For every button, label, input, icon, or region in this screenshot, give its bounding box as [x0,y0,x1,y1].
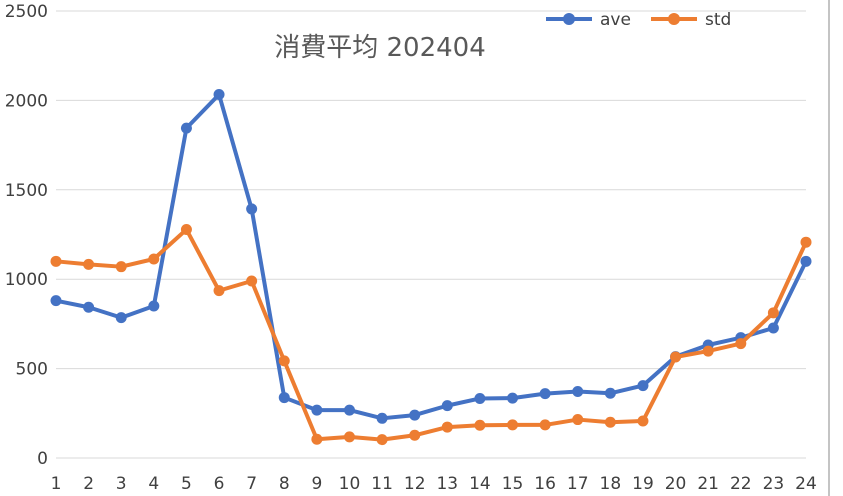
data-point-ave [180,122,192,134]
data-point-std [800,236,812,248]
x-tick-label: 20 [665,474,687,494]
x-tick-label: 4 [148,474,159,494]
x-tick-label: 5 [181,474,192,494]
data-point-ave [83,301,95,313]
x-tick-label: 13 [436,474,458,494]
data-point-ave [376,412,388,424]
data-point-ave [343,404,355,416]
x-tick-label: 2 [83,474,94,494]
data-point-ave [767,322,779,334]
x-tick-label: 10 [339,474,361,494]
data-point-std [474,419,486,431]
data-point-ave [213,88,225,100]
y-tick-label: 2000 [5,91,48,111]
data-point-std [246,275,258,287]
data-point-ave [800,255,812,267]
data-point-std [180,223,192,235]
data-point-ave [148,300,160,312]
y-tick-label: 0 [37,449,48,469]
data-point-ave [441,400,453,412]
x-tick-label: 14 [469,474,491,494]
data-point-ave [246,203,258,215]
series-ave [50,88,812,424]
data-point-ave [507,392,519,404]
series-std [50,223,812,446]
x-tick-label: 18 [600,474,622,494]
data-point-std [311,433,323,445]
data-point-ave [572,385,584,397]
data-point-ave [409,409,421,421]
x-tick-label: 6 [214,474,225,494]
data-point-std [115,261,127,273]
x-tick-label: 17 [567,474,589,494]
data-point-std [670,351,682,363]
data-point-std [343,431,355,443]
data-point-std [767,307,779,319]
data-point-std [376,434,388,446]
data-point-ave [604,387,616,399]
x-tick-label: 1 [51,474,62,494]
x-tick-label: 3 [116,474,127,494]
chart-right-border [828,0,830,496]
data-point-ave [115,312,127,324]
x-tick-label: 16 [534,474,556,494]
data-point-std [572,414,584,426]
y-tick-label: 2500 [5,2,48,22]
x-tick-label: 22 [730,474,752,494]
x-tick-label: 15 [502,474,524,494]
legend: ave std [546,10,731,30]
chart-title: 消費平均 202404 [274,33,486,63]
data-point-std [278,355,290,367]
legend-label: std [705,10,731,30]
x-tick-label: 23 [763,474,785,494]
x-tick-label: 12 [404,474,426,494]
series-line-std [54,227,808,442]
x-tick-label: 19 [632,474,654,494]
x-tick-label: 7 [246,474,257,494]
gridlines [56,10,806,459]
x-tick-label: 24 [795,474,817,494]
data-point-ave [50,295,62,307]
x-tick-label: 9 [311,474,322,494]
data-point-std [213,285,225,297]
data-point-std [702,345,714,357]
x-axis-ticks: 1 2 3 4 5 6 7 8 9 10 11 12 13 14 15 16 17 18 19 20 21 22 23 24 [51,474,817,494]
data-point-std [148,253,160,265]
data-point-std [441,421,453,433]
data-point-ave [311,404,323,416]
legend-label: ave [600,10,631,30]
y-tick-label: 500 [16,360,48,380]
data-point-std [539,419,551,431]
y-tick-label: 1000 [5,270,48,290]
legend-item-ave: ave [546,10,631,30]
data-point-ave [474,392,486,404]
series-line-ave [54,92,808,421]
y-tick-label: 1500 [5,181,48,201]
data-point-std [604,416,616,428]
x-tick-label: 8 [279,474,290,494]
data-point-std [637,415,649,427]
data-point-ave [637,380,649,392]
x-tick-label: 11 [371,474,393,494]
series-layer [50,88,812,446]
data-point-std [735,338,747,350]
data-point-ave [278,392,290,404]
data-point-std [50,255,62,267]
legend-item-std: std [651,10,731,30]
y-axis-ticks: 0 500 1000 1500 2000 2500 [5,2,48,469]
data-point-std [83,258,95,270]
x-tick-label: 21 [697,474,719,494]
legend-marker [668,13,680,25]
data-point-std [507,419,519,431]
data-point-ave [539,388,551,400]
legend-marker [563,13,575,25]
data-point-std [409,429,421,441]
